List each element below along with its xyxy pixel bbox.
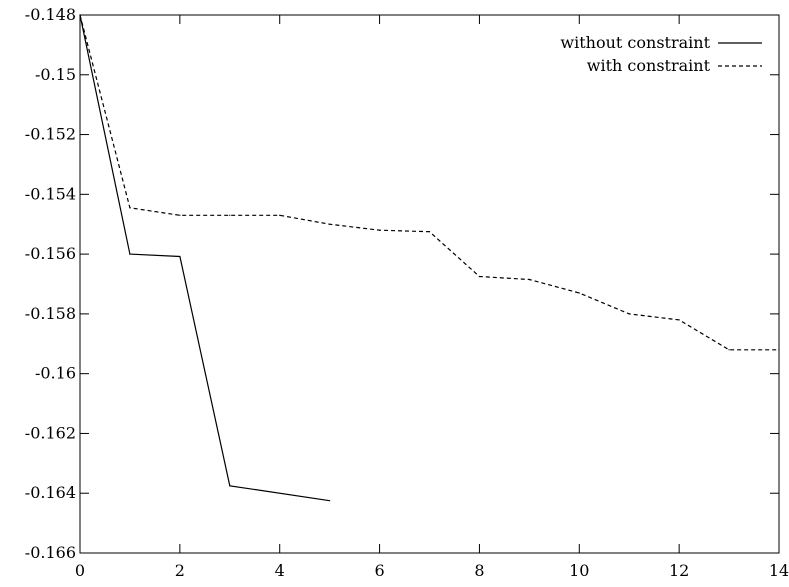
data-point [428, 231, 431, 233]
y-axis: -0.148 -0.15 -0.152 -0.154 -0.156 -0.158 -0.16… [25, 5, 779, 562]
data-point [578, 292, 580, 294]
data-point [478, 275, 481, 278]
series-line-without-constraint [79, 14, 330, 502]
data-point [778, 349, 780, 351]
x-axis: 0 2 4 6 8 10 12 14 [75, 15, 789, 580]
data-point [628, 313, 630, 315]
x-tick-label: 6 [374, 561, 384, 580]
x-tick-label: 2 [175, 561, 185, 580]
y-tick-label: -0.15 [35, 65, 76, 84]
y-tick-label: -0.156 [25, 244, 76, 263]
data-point [79, 14, 81, 16]
y-tick-label: -0.158 [25, 304, 76, 323]
y-tick-label: -0.164 [25, 483, 76, 502]
data-point [229, 214, 231, 216]
data-point [678, 319, 680, 321]
x-tick-label: 12 [669, 561, 689, 580]
y-tick-label: -0.152 [25, 125, 76, 144]
y-tick-label: -0.16 [35, 364, 76, 383]
legend-label-with-constraint: with constraint [587, 56, 711, 75]
data-point [179, 214, 181, 216]
data-point [279, 214, 281, 216]
legend-label-without-constraint: without constraint [560, 33, 710, 52]
x-tick-label: 4 [275, 561, 285, 580]
y-tick-label: -0.166 [25, 543, 76, 562]
plot-frame [79, 14, 780, 554]
data-point [329, 223, 331, 225]
y-tick-label: -0.154 [25, 184, 76, 203]
x-tick-label: 8 [474, 561, 484, 580]
y-tick-label: -0.162 [25, 423, 76, 442]
series-layer [79, 14, 780, 502]
x-tick-label: 10 [569, 561, 589, 580]
data-point [528, 278, 530, 281]
data-point [329, 500, 331, 502]
x-tick-label: 0 [75, 561, 85, 580]
data-point [179, 255, 181, 258]
data-point [129, 253, 131, 255]
legend: without constraint with constraint [560, 33, 762, 75]
x-tick-label: 14 [769, 561, 789, 580]
y-tick-label: -0.148 [25, 5, 76, 24]
data-point [378, 229, 381, 231]
data-point [129, 207, 131, 209]
data-point [229, 485, 231, 487]
data-point [728, 349, 730, 351]
